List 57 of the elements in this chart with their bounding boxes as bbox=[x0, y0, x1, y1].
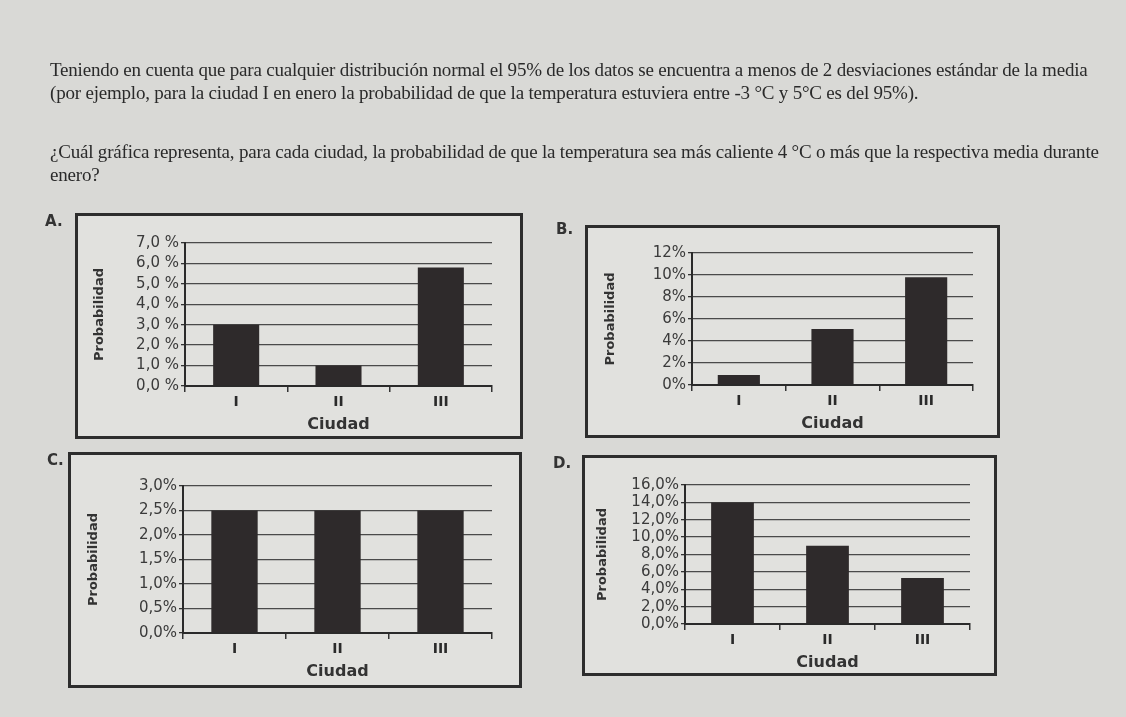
y-tick-label: 1,5% bbox=[138, 549, 177, 568]
text: Teniendo en cuenta que para cualquier distribución normal el 95% de los datos se encuentra a menos de 2 desviaciones estándar de la media (por ejemplo, para la ciudad I en enero la probabilidad de que la temperatura estuviera entre -3 °C y 5°C es del 95%). bbox=[50, 58, 1089, 104]
y-tick-label: 2% bbox=[662, 352, 686, 371]
y-tick-label: 12% bbox=[652, 242, 686, 261]
y-tick-label: 6,0% bbox=[640, 561, 679, 580]
x-axis-title: Ciudad bbox=[307, 413, 370, 433]
text: B. bbox=[556, 219, 574, 238]
x-tick-label: III bbox=[918, 392, 934, 409]
y-tick-label: 0,0% bbox=[138, 622, 177, 641]
y-tick-label: 1,0% bbox=[138, 573, 177, 592]
x-axis-title: Ciudad bbox=[801, 412, 864, 432]
x-tick-label: III bbox=[432, 640, 449, 657]
y-tick-label: 4,0% bbox=[640, 579, 679, 598]
y-tick-label: 2,0% bbox=[138, 524, 177, 543]
y-tick-label: 8% bbox=[662, 286, 686, 305]
y-tick-label: 0% bbox=[662, 374, 686, 393]
x-axis-title: Ciudad bbox=[796, 651, 859, 671]
y-tick-label: 10% bbox=[652, 264, 686, 283]
text: A. bbox=[45, 211, 63, 230]
text: D. bbox=[553, 453, 572, 472]
y-tick-label: 10,0% bbox=[631, 527, 679, 546]
y-axis-title: Probabilidad bbox=[602, 272, 618, 366]
text: C. bbox=[47, 450, 64, 469]
x-tick-label: I bbox=[231, 640, 238, 657]
text: ¿Cuál gráfica representa, para cada ciudad, la probabilidad de que la temperatura sea más caliente 4 °C o más que la respectiva media durante enero? bbox=[50, 140, 1100, 186]
x-tick-label: I bbox=[233, 393, 239, 410]
y-tick-label: 0,0 % bbox=[136, 375, 179, 394]
y-tick-label: 3,0 % bbox=[136, 314, 179, 333]
y-tick-label: 2,0% bbox=[640, 596, 679, 615]
y-tick-label: 6,0 % bbox=[136, 253, 179, 272]
y-axis-title: Probabilidad bbox=[594, 507, 610, 602]
y-axis-title: Probabilidad bbox=[85, 512, 101, 607]
y-tick-label: 16,0% bbox=[631, 474, 679, 493]
y-tick-label: 12,0% bbox=[631, 509, 679, 528]
x-tick-label: I bbox=[729, 631, 736, 648]
y-tick-label: 0,5% bbox=[138, 598, 177, 617]
x-tick-label: II bbox=[827, 392, 838, 409]
y-tick-label: 7,0 % bbox=[136, 232, 179, 251]
y-tick-label: 1,0 % bbox=[136, 355, 179, 374]
y-tick-label: 4,0 % bbox=[136, 294, 179, 313]
x-tick-label: I bbox=[736, 392, 742, 409]
x-tick-label: III bbox=[914, 631, 931, 648]
x-tick-label: II bbox=[333, 393, 344, 410]
y-tick-label: 2,5% bbox=[138, 500, 177, 519]
x-tick-label: II bbox=[822, 631, 833, 648]
y-tick-label: 6% bbox=[662, 308, 686, 327]
y-tick-label: 8,0% bbox=[640, 544, 679, 563]
y-tick-label: 3,0% bbox=[138, 475, 177, 494]
x-tick-label: II bbox=[332, 640, 343, 657]
y-tick-label: 5,0 % bbox=[136, 273, 179, 292]
y-tick-label: 14,0% bbox=[631, 492, 679, 511]
y-tick-label: 2,0 % bbox=[136, 335, 179, 354]
y-axis-title: Probabilidad bbox=[91, 267, 107, 362]
x-tick-label: III bbox=[433, 393, 449, 410]
x-axis-title: Ciudad bbox=[306, 660, 369, 680]
y-tick-label: 4% bbox=[662, 330, 686, 349]
y-tick-label: 0,0% bbox=[640, 613, 679, 632]
